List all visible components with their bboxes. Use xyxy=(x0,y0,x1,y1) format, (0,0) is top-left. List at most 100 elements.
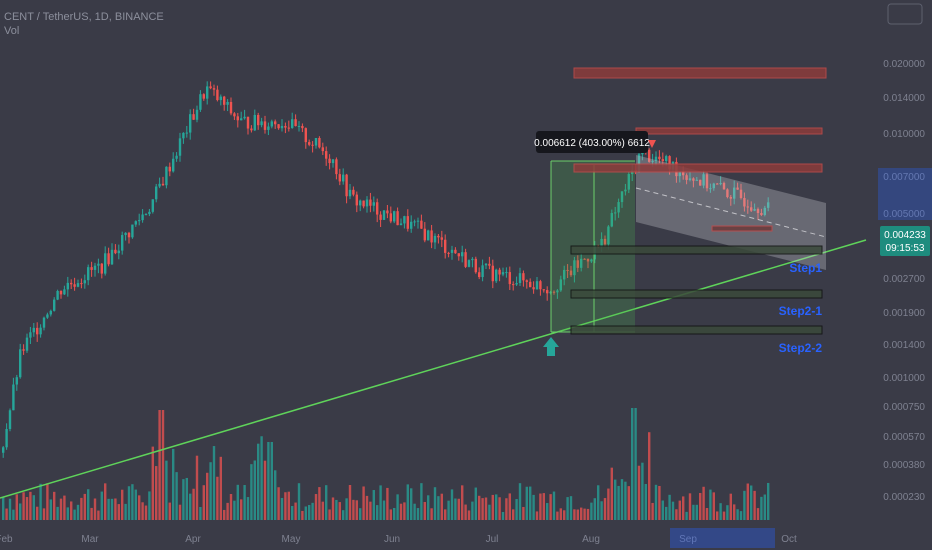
volume-bar xyxy=(107,498,110,520)
volume-bar xyxy=(393,507,396,520)
candle-body xyxy=(760,213,763,215)
candle-body xyxy=(393,211,396,222)
candle-body xyxy=(440,237,443,240)
candle-body xyxy=(178,138,182,156)
price-tick-label: 0.020000 xyxy=(883,59,925,70)
candle-body xyxy=(117,250,120,254)
candle-body xyxy=(454,249,457,254)
candle-body xyxy=(750,207,753,211)
time-label: Oct xyxy=(781,534,797,545)
support-zone-step1 xyxy=(570,245,823,255)
candle-body xyxy=(399,223,403,226)
volume-bar xyxy=(284,492,287,520)
volume-bar xyxy=(556,511,559,520)
volume-bar xyxy=(722,511,726,520)
candle-body xyxy=(12,384,15,411)
volume-bar xyxy=(433,487,437,520)
volume-bar xyxy=(651,502,654,520)
candle-body xyxy=(73,284,76,287)
volume-bar xyxy=(726,505,729,520)
volume-bar xyxy=(501,511,505,520)
volume-bar xyxy=(668,494,671,520)
volume-bar xyxy=(39,483,42,520)
candle-body xyxy=(182,132,185,139)
candle-body xyxy=(668,156,671,170)
volume-bar xyxy=(607,488,610,520)
volume-bar xyxy=(566,497,569,520)
volume-bar xyxy=(175,472,178,520)
candle-body xyxy=(651,160,654,162)
candle-body xyxy=(376,202,379,215)
volume-bar xyxy=(342,510,345,520)
candle-body xyxy=(607,226,610,245)
volume-bar xyxy=(93,498,97,520)
volume-bar xyxy=(563,510,566,520)
candle-body xyxy=(165,166,168,186)
candle-body xyxy=(743,198,746,207)
candle-body xyxy=(746,206,749,208)
volume-bar xyxy=(535,511,539,520)
volume-bar xyxy=(233,500,236,520)
volume-bar xyxy=(733,504,736,520)
candle-body xyxy=(603,238,607,245)
candle-body xyxy=(505,272,508,274)
volume-bar xyxy=(461,485,464,520)
volume-bar xyxy=(325,485,328,520)
candle-body xyxy=(260,121,263,126)
candle-body xyxy=(566,269,569,271)
volume-bar xyxy=(444,509,447,520)
volume-bar xyxy=(348,484,352,520)
candle-body xyxy=(471,258,474,261)
candle-body xyxy=(423,228,426,241)
price-tick-label: 0.001900 xyxy=(883,308,925,319)
candle-body xyxy=(450,249,454,253)
volume-bar xyxy=(2,497,5,520)
volume-bar xyxy=(274,470,277,520)
candle-body xyxy=(66,282,69,290)
candle-body xyxy=(444,239,447,253)
candle-body xyxy=(569,270,573,276)
candle-body xyxy=(552,291,556,293)
volume-bar xyxy=(104,483,107,520)
price-tick-label: 0.000570 xyxy=(883,432,925,443)
volume-bar xyxy=(257,443,260,520)
candle-body xyxy=(620,191,624,203)
volume-bar xyxy=(63,495,66,520)
volume-bar xyxy=(151,446,154,520)
candle-body xyxy=(39,327,42,335)
candle-body xyxy=(688,178,692,180)
volume-bar xyxy=(763,494,766,520)
candle-body xyxy=(168,166,171,172)
candle-body xyxy=(185,132,188,134)
candle-body xyxy=(308,142,311,145)
volume-bar xyxy=(345,498,348,520)
candle-body xyxy=(719,183,722,185)
volume-bar xyxy=(229,493,233,520)
volume-bar xyxy=(314,494,318,520)
volume-bar xyxy=(729,493,732,520)
volume-bar xyxy=(403,502,406,520)
volume-bar xyxy=(168,502,171,520)
candle-body xyxy=(464,252,467,267)
volume-bar xyxy=(671,501,675,520)
volume-bar xyxy=(236,484,239,520)
volume-bar xyxy=(614,479,617,520)
candle-body xyxy=(76,283,80,287)
volume-bar xyxy=(80,497,83,520)
candle-body xyxy=(287,127,290,129)
time-label: Jul xyxy=(486,534,499,545)
volume-bar xyxy=(416,508,420,520)
price-axis-bg xyxy=(878,0,932,550)
candle-body xyxy=(573,260,576,276)
candle-body xyxy=(515,283,518,285)
volume-bar xyxy=(760,496,763,520)
volume-bar xyxy=(32,495,35,520)
volume-bar xyxy=(644,484,647,520)
candle-body xyxy=(304,128,307,143)
candle-body xyxy=(240,118,243,121)
volume-bar xyxy=(29,491,32,520)
candle-body xyxy=(161,183,165,186)
volume-bar xyxy=(753,490,756,520)
